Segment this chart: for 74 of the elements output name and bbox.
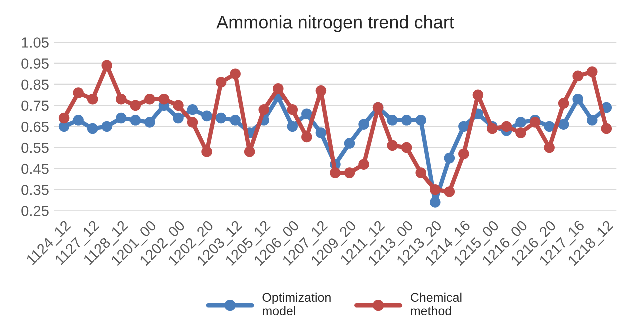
point	[202, 110, 212, 122]
y-tick-label: 1.05	[22, 38, 49, 48]
point	[58, 112, 70, 124]
point	[544, 142, 555, 154]
point	[258, 104, 270, 116]
point	[244, 146, 256, 158]
point	[73, 88, 84, 98]
point	[430, 197, 441, 208]
point	[144, 94, 156, 105]
point	[586, 115, 598, 126]
point	[273, 83, 284, 94]
y-tick-label: 0.55	[22, 142, 49, 154]
point	[344, 138, 356, 149]
point	[87, 123, 98, 134]
point	[444, 152, 456, 164]
point	[601, 123, 612, 134]
point	[216, 77, 227, 88]
y-tick-label: 0.75	[22, 100, 49, 112]
point	[230, 68, 241, 80]
y-tick-label: 0.95	[22, 58, 49, 69]
point	[558, 98, 570, 109]
point	[516, 128, 526, 138]
point	[472, 90, 484, 101]
point	[516, 117, 526, 128]
legend-label: Chemical method	[411, 292, 462, 316]
point	[330, 168, 341, 178]
point	[73, 115, 84, 126]
y-tick-label: 0.25	[22, 206, 49, 216]
point	[230, 115, 241, 126]
point	[458, 148, 470, 160]
point	[344, 168, 356, 178]
point	[572, 70, 584, 82]
point	[187, 117, 198, 128]
point	[558, 119, 570, 130]
point	[302, 132, 312, 143]
point	[144, 117, 156, 128]
point	[130, 100, 142, 112]
point	[358, 119, 370, 130]
point	[216, 112, 227, 124]
point	[586, 66, 598, 78]
point	[387, 115, 398, 126]
point	[458, 121, 470, 132]
point	[187, 104, 198, 116]
point	[416, 115, 426, 126]
point	[544, 121, 555, 132]
point	[358, 159, 370, 170]
point	[173, 112, 184, 124]
point	[158, 94, 170, 105]
point	[116, 94, 127, 105]
y-tick-label: 0.65	[22, 122, 49, 132]
point	[87, 94, 98, 105]
point	[316, 128, 327, 138]
point	[302, 108, 312, 120]
legend-label: Optimization model	[262, 292, 331, 316]
point	[130, 115, 142, 126]
point	[202, 146, 212, 158]
y-tick-label: 0.45	[22, 164, 49, 174]
point	[416, 168, 426, 178]
point	[287, 121, 298, 132]
point	[387, 140, 398, 152]
point	[287, 104, 298, 116]
point	[401, 142, 412, 154]
point	[401, 115, 412, 126]
point	[316, 86, 327, 96]
y-tick-label: 0.35	[22, 184, 49, 196]
point	[501, 121, 512, 132]
point	[444, 186, 456, 198]
point	[116, 112, 127, 124]
point	[572, 94, 584, 105]
point	[430, 184, 441, 196]
y-tick-label: 0.85	[22, 80, 49, 90]
chart-title: Ammonia nitrogen trend chart	[216, 16, 454, 32]
point	[173, 100, 184, 112]
point	[102, 121, 113, 132]
